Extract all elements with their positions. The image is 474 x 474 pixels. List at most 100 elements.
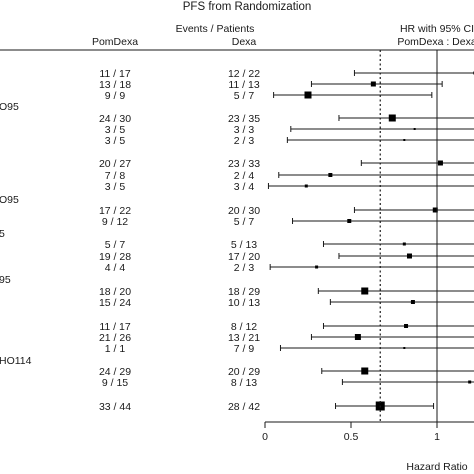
hr-point (402, 242, 406, 246)
subgroup-label: 5 (0, 228, 5, 240)
arm-b-header: Dexa (232, 36, 257, 48)
subgroup-label: O95 (0, 101, 19, 113)
partial-labels: O95 O95 5 95 HO114 (0, 101, 32, 367)
hr-point (370, 81, 376, 87)
pomdexa-events: 9 / 12 (102, 216, 128, 228)
pomdexa-events: 24 / 29 (99, 366, 131, 378)
dexa-events: 20 / 30 (228, 205, 260, 217)
hr-point (406, 253, 412, 259)
forest-row: 3 / 5 3 / 3 (105, 124, 474, 136)
forest-row: 24 / 29 20 / 29 (99, 366, 474, 378)
subgroup-label: HO114 (0, 355, 32, 367)
forest-row: 13 / 18 11 / 13 (99, 79, 443, 91)
hr-point (304, 184, 308, 188)
dexa-events: 3 / 3 (234, 124, 255, 136)
dexa-events: 5 / 13 (231, 239, 257, 251)
forest-row: 20 / 27 23 / 33 (99, 158, 474, 170)
dexa-events: 23 / 35 (228, 113, 260, 125)
forest-row: 3 / 5 3 / 4 (105, 181, 474, 193)
pomdexa-events: 18 / 20 (99, 286, 131, 298)
forest-row: 9 / 9 5 / 7 (105, 90, 433, 102)
hr-header-line1: HR with 95% CI (400, 23, 474, 35)
hr-point (388, 114, 396, 122)
hr-point (361, 287, 369, 295)
pomdexa-events: 17 / 22 (99, 205, 131, 217)
forest-row: 19 / 28 17 / 20 (99, 251, 474, 263)
pomdexa-events: 7 / 8 (105, 170, 126, 182)
dexa-events: 8 / 12 (231, 321, 257, 333)
pomdexa-events: 33 / 44 (99, 401, 131, 413)
dexa-events: 13 / 21 (228, 332, 260, 344)
x-axis-label: Hazard Ratio (406, 461, 467, 473)
hr-point (354, 334, 361, 340)
forest-row: 7 / 8 2 / 4 (105, 170, 474, 182)
hr-point (403, 139, 406, 141)
hr-point (404, 324, 409, 328)
hr-point (347, 219, 352, 223)
pomdexa-events: 3 / 5 (105, 124, 126, 136)
hr-point (304, 91, 312, 99)
pomdexa-events: 4 / 4 (105, 262, 126, 274)
forest-row: 9 / 15 8 / 13 (102, 377, 474, 389)
dexa-events: 2 / 3 (234, 262, 255, 274)
dexa-events: 8 / 13 (231, 377, 257, 389)
pomdexa-events: 19 / 28 (99, 251, 131, 263)
dexa-events: 2 / 4 (234, 170, 255, 182)
pomdexa-events: 9 / 15 (102, 377, 128, 389)
hr-point (468, 380, 472, 384)
hr-point (315, 265, 319, 269)
forest-row: 11 / 17 8 / 12 (99, 321, 474, 333)
hr-point (328, 173, 333, 177)
chart-title: PFS from Randomization (183, 1, 311, 13)
x-tick-label: 0 (262, 431, 268, 443)
forest-row: 24 / 30 23 / 35 (99, 113, 474, 125)
dexa-events: 17 / 20 (228, 251, 260, 263)
pomdexa-events: 13 / 18 (99, 79, 131, 91)
x-axis: 0 0.5 1 (262, 50, 474, 443)
pomdexa-events: 3 / 5 (105, 181, 126, 193)
pomdexa-events: 11 / 17 (99, 68, 130, 80)
dexa-events: 7 / 9 (234, 343, 255, 355)
forest-row: 1 / 1 7 / 9 (105, 343, 474, 355)
dexa-events: 5 / 7 (234, 216, 255, 228)
dexa-events: 23 / 33 (228, 158, 260, 170)
pomdexa-events: 9 / 9 (105, 90, 126, 102)
hr-point (410, 300, 415, 304)
hr-point (361, 367, 369, 375)
forest-row: 21 / 26 13 / 21 (99, 332, 474, 344)
forest-row: 3 / 5 2 / 3 (105, 135, 474, 147)
hr-point (432, 207, 438, 213)
pomdexa-events: 21 / 26 (99, 332, 131, 344)
pomdexa-events: 1 / 1 (105, 343, 126, 355)
forest-row: 17 / 22 20 / 30 (99, 205, 474, 217)
pomdexa-events: 5 / 7 (105, 239, 126, 251)
forest-row: 11 / 17 12 / 22 (99, 68, 474, 80)
dexa-events: 20 / 29 (228, 366, 260, 378)
x-tick-label: 0.5 (344, 431, 359, 443)
dexa-events: 12 / 22 (228, 68, 260, 80)
forest-row: 4 / 4 2 / 3 (105, 262, 474, 274)
dexa-events: 11 / 13 (228, 79, 259, 91)
hr-point (403, 347, 406, 349)
dexa-events: 28 / 42 (228, 401, 260, 413)
pomdexa-events: 3 / 5 (105, 135, 126, 147)
subgroup-label: O95 (0, 194, 19, 206)
arm-a-header: PomDexa (92, 36, 138, 48)
hr-point (413, 128, 416, 130)
forest-row: 33 / 44 28 / 42 (99, 401, 435, 413)
forest-row: 9 / 12 5 / 7 (102, 216, 474, 228)
hr-header-line2: PomDexa : Dexa (397, 36, 474, 48)
forest-row: 15 / 24 10 / 13 (99, 297, 474, 309)
dexa-events: 18 / 29 (228, 286, 260, 298)
dexa-events: 5 / 7 (234, 90, 255, 102)
pomdexa-events: 15 / 24 (99, 297, 131, 309)
dexa-events: 3 / 4 (234, 181, 255, 193)
subgroup-label: 95 (0, 274, 11, 286)
hr-point (437, 160, 443, 166)
dexa-events: 10 / 13 (228, 297, 260, 309)
events-header: Events / Patients (176, 23, 255, 35)
x-tick-label: 1 (434, 431, 440, 443)
forest-row: 18 / 20 18 / 29 (99, 286, 474, 298)
pomdexa-events: 24 / 30 (99, 113, 131, 125)
